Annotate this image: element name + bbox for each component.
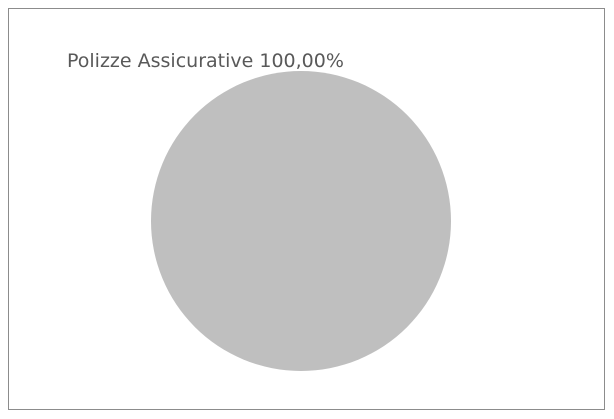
slice-label-polizze-assicurative: Polizze Assicurative 100,00% [67, 50, 344, 72]
pie-slice-polizze-assicurative [151, 71, 451, 371]
pie-slices [151, 71, 451, 371]
pie-labels: Polizze Assicurative 100,00% [67, 50, 344, 72]
